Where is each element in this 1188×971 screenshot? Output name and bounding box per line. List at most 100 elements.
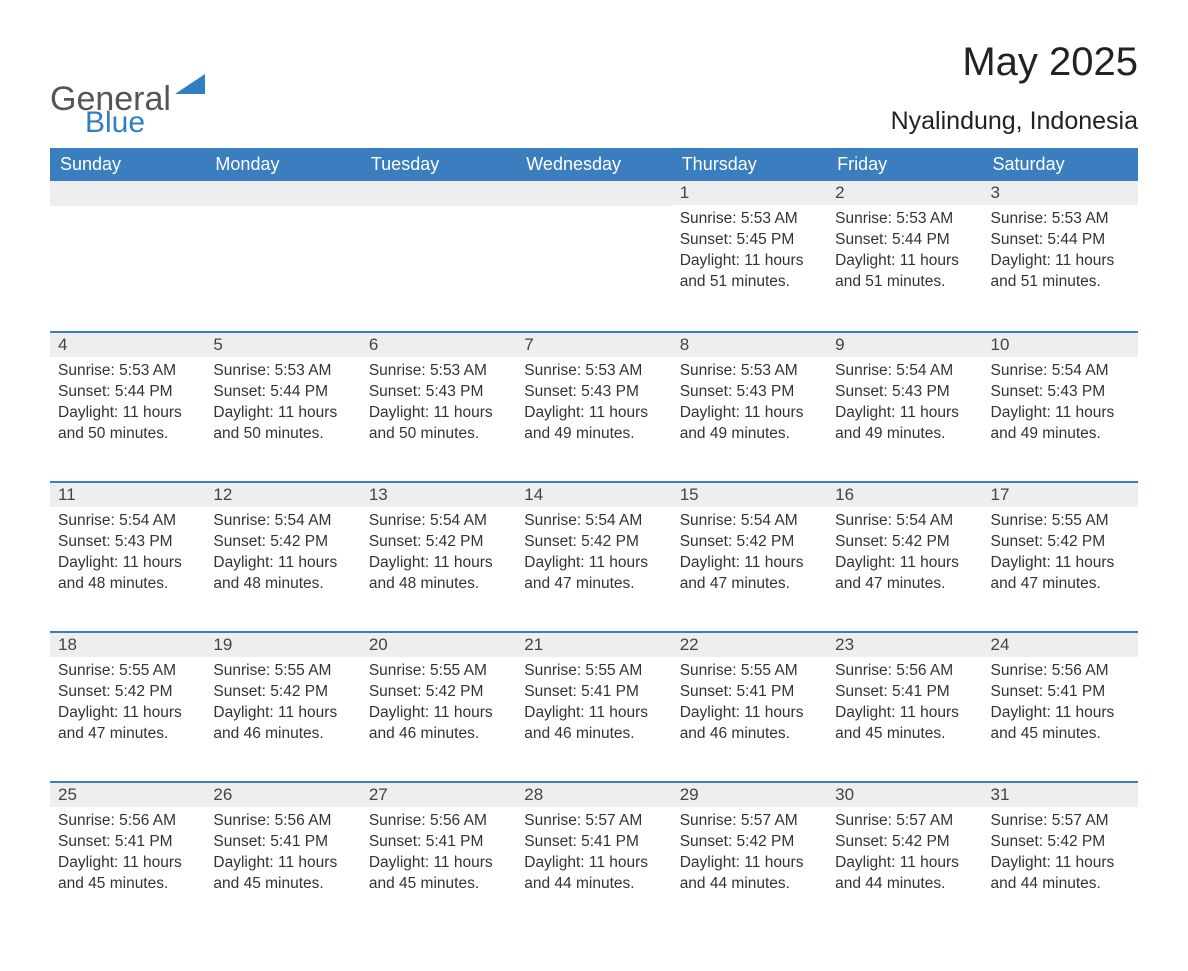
calendar-cell: 12Sunrise: 5:54 AMSunset: 5:42 PMDayligh… bbox=[205, 481, 360, 631]
daylight-line: Daylight: 11 hours and 44 minutes. bbox=[991, 853, 1130, 895]
sunset-line: Sunset: 5:42 PM bbox=[369, 532, 508, 553]
calendar-cell: 19Sunrise: 5:55 AMSunset: 5:42 PMDayligh… bbox=[205, 631, 360, 781]
dow-header: Monday bbox=[205, 148, 360, 181]
sunrise-line: Sunrise: 5:53 AM bbox=[991, 209, 1130, 230]
day-number: 7 bbox=[516, 331, 671, 357]
sunrise-line: Sunrise: 5:53 AM bbox=[369, 361, 508, 382]
day-body: Sunrise: 5:54 AMSunset: 5:42 PMDaylight:… bbox=[516, 507, 671, 605]
calendar-cell: 13Sunrise: 5:54 AMSunset: 5:42 PMDayligh… bbox=[361, 481, 516, 631]
sunrise-line: Sunrise: 5:55 AM bbox=[524, 661, 663, 682]
day-body: Sunrise: 5:54 AMSunset: 5:42 PMDaylight:… bbox=[672, 507, 827, 605]
day-body: Sunrise: 5:56 AMSunset: 5:41 PMDaylight:… bbox=[983, 657, 1138, 755]
calendar-cell: 23Sunrise: 5:56 AMSunset: 5:41 PMDayligh… bbox=[827, 631, 982, 781]
daylight-line: Daylight: 11 hours and 47 minutes. bbox=[991, 553, 1130, 595]
sunset-line: Sunset: 5:41 PM bbox=[524, 832, 663, 853]
day-body: Sunrise: 5:57 AMSunset: 5:42 PMDaylight:… bbox=[827, 807, 982, 905]
day-body: Sunrise: 5:54 AMSunset: 5:43 PMDaylight:… bbox=[983, 357, 1138, 455]
sunset-line: Sunset: 5:41 PM bbox=[213, 832, 352, 853]
sunset-line: Sunset: 5:41 PM bbox=[58, 832, 197, 853]
sunrise-line: Sunrise: 5:56 AM bbox=[213, 811, 352, 832]
dow-header: Friday bbox=[827, 148, 982, 181]
brand-logo: General Blue bbox=[50, 74, 205, 136]
daylight-line: Daylight: 11 hours and 48 minutes. bbox=[369, 553, 508, 595]
day-body: Sunrise: 5:53 AMSunset: 5:43 PMDaylight:… bbox=[516, 357, 671, 455]
daylight-line: Daylight: 11 hours and 47 minutes. bbox=[680, 553, 819, 595]
day-number: 17 bbox=[983, 481, 1138, 507]
sunrise-line: Sunrise: 5:53 AM bbox=[680, 361, 819, 382]
daylight-line: Daylight: 11 hours and 50 minutes. bbox=[369, 403, 508, 445]
day-body: Sunrise: 5:54 AMSunset: 5:43 PMDaylight:… bbox=[827, 357, 982, 455]
calendar-row: 4Sunrise: 5:53 AMSunset: 5:44 PMDaylight… bbox=[50, 331, 1138, 481]
sunset-line: Sunset: 5:43 PM bbox=[524, 382, 663, 403]
dow-header: Tuesday bbox=[361, 148, 516, 181]
day-number: 9 bbox=[827, 331, 982, 357]
day-body: Sunrise: 5:56 AMSunset: 5:41 PMDaylight:… bbox=[50, 807, 205, 905]
day-number: 20 bbox=[361, 631, 516, 657]
dow-header: Saturday bbox=[983, 148, 1138, 181]
calendar-cell: 20Sunrise: 5:55 AMSunset: 5:42 PMDayligh… bbox=[361, 631, 516, 781]
daylight-line: Daylight: 11 hours and 44 minutes. bbox=[835, 853, 974, 895]
daylight-line: Daylight: 11 hours and 50 minutes. bbox=[58, 403, 197, 445]
sunrise-line: Sunrise: 5:54 AM bbox=[58, 511, 197, 532]
sunrise-line: Sunrise: 5:53 AM bbox=[680, 209, 819, 230]
day-body: Sunrise: 5:55 AMSunset: 5:42 PMDaylight:… bbox=[205, 657, 360, 755]
day-number: 30 bbox=[827, 781, 982, 807]
daylight-line: Daylight: 11 hours and 44 minutes. bbox=[680, 853, 819, 895]
daylight-line: Daylight: 11 hours and 46 minutes. bbox=[524, 703, 663, 745]
sunset-line: Sunset: 5:41 PM bbox=[991, 682, 1130, 703]
calendar-cell: 15Sunrise: 5:54 AMSunset: 5:42 PMDayligh… bbox=[672, 481, 827, 631]
sunset-line: Sunset: 5:43 PM bbox=[58, 532, 197, 553]
day-number: 4 bbox=[50, 331, 205, 357]
calendar-row: 25Sunrise: 5:56 AMSunset: 5:41 PMDayligh… bbox=[50, 781, 1138, 931]
daylight-line: Daylight: 11 hours and 49 minutes. bbox=[835, 403, 974, 445]
daylight-line: Daylight: 11 hours and 45 minutes. bbox=[991, 703, 1130, 745]
sunrise-line: Sunrise: 5:55 AM bbox=[991, 511, 1130, 532]
calendar-cell-empty bbox=[205, 181, 360, 331]
daylight-line: Daylight: 11 hours and 45 minutes. bbox=[58, 853, 197, 895]
day-number: 13 bbox=[361, 481, 516, 507]
daylight-line: Daylight: 11 hours and 44 minutes. bbox=[524, 853, 663, 895]
calendar-cell: 10Sunrise: 5:54 AMSunset: 5:43 PMDayligh… bbox=[983, 331, 1138, 481]
daylight-line: Daylight: 11 hours and 46 minutes. bbox=[369, 703, 508, 745]
day-body: Sunrise: 5:57 AMSunset: 5:42 PMDaylight:… bbox=[983, 807, 1138, 905]
day-number: 18 bbox=[50, 631, 205, 657]
sunrise-line: Sunrise: 5:57 AM bbox=[680, 811, 819, 832]
daylight-line: Daylight: 11 hours and 49 minutes. bbox=[680, 403, 819, 445]
day-number: 21 bbox=[516, 631, 671, 657]
day-body: Sunrise: 5:54 AMSunset: 5:42 PMDaylight:… bbox=[205, 507, 360, 605]
triangle-icon bbox=[175, 74, 205, 94]
dow-header: Sunday bbox=[50, 148, 205, 181]
sunset-line: Sunset: 5:42 PM bbox=[524, 532, 663, 553]
day-number: 27 bbox=[361, 781, 516, 807]
sunset-line: Sunset: 5:43 PM bbox=[369, 382, 508, 403]
calendar-table: SundayMondayTuesdayWednesdayThursdayFrid… bbox=[50, 148, 1138, 931]
daylight-line: Daylight: 11 hours and 45 minutes. bbox=[835, 703, 974, 745]
day-number-empty bbox=[516, 181, 671, 206]
sunrise-line: Sunrise: 5:54 AM bbox=[213, 511, 352, 532]
sunrise-line: Sunrise: 5:56 AM bbox=[835, 661, 974, 682]
day-number: 22 bbox=[672, 631, 827, 657]
calendar-cell: 30Sunrise: 5:57 AMSunset: 5:42 PMDayligh… bbox=[827, 781, 982, 931]
daylight-line: Daylight: 11 hours and 48 minutes. bbox=[58, 553, 197, 595]
sunset-line: Sunset: 5:41 PM bbox=[369, 832, 508, 853]
day-body: Sunrise: 5:54 AMSunset: 5:43 PMDaylight:… bbox=[50, 507, 205, 605]
day-body: Sunrise: 5:53 AMSunset: 5:44 PMDaylight:… bbox=[205, 357, 360, 455]
daylight-line: Daylight: 11 hours and 51 minutes. bbox=[835, 251, 974, 293]
calendar-cell: 4Sunrise: 5:53 AMSunset: 5:44 PMDaylight… bbox=[50, 331, 205, 481]
calendar-cell: 27Sunrise: 5:56 AMSunset: 5:41 PMDayligh… bbox=[361, 781, 516, 931]
day-number: 6 bbox=[361, 331, 516, 357]
day-body: Sunrise: 5:54 AMSunset: 5:42 PMDaylight:… bbox=[827, 507, 982, 605]
day-number-empty bbox=[50, 181, 205, 206]
day-number: 10 bbox=[983, 331, 1138, 357]
day-number: 31 bbox=[983, 781, 1138, 807]
day-number: 16 bbox=[827, 481, 982, 507]
daylight-line: Daylight: 11 hours and 46 minutes. bbox=[680, 703, 819, 745]
daylight-line: Daylight: 11 hours and 48 minutes. bbox=[213, 553, 352, 595]
calendar-cell: 14Sunrise: 5:54 AMSunset: 5:42 PMDayligh… bbox=[516, 481, 671, 631]
sunset-line: Sunset: 5:42 PM bbox=[835, 832, 974, 853]
day-number: 29 bbox=[672, 781, 827, 807]
calendar-cell: 9Sunrise: 5:54 AMSunset: 5:43 PMDaylight… bbox=[827, 331, 982, 481]
calendar-body: 1Sunrise: 5:53 AMSunset: 5:45 PMDaylight… bbox=[50, 181, 1138, 931]
sunset-line: Sunset: 5:41 PM bbox=[835, 682, 974, 703]
sunrise-line: Sunrise: 5:53 AM bbox=[58, 361, 197, 382]
